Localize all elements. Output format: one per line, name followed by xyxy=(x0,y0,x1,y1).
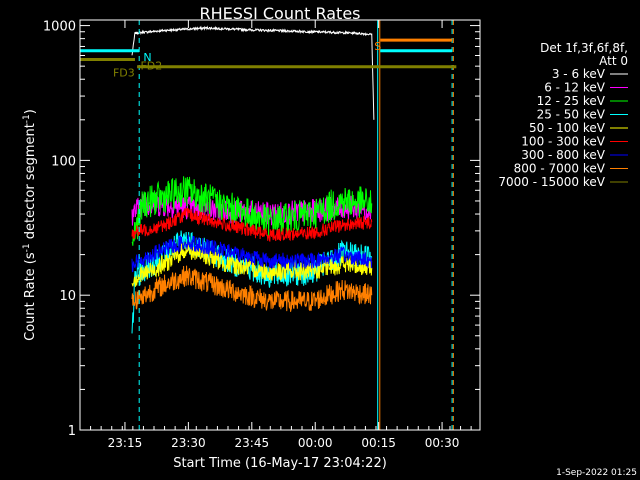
y-tick-label: 100 xyxy=(51,154,76,169)
y-tick-label: 10 xyxy=(59,289,76,304)
x-tick-label: 00:15 xyxy=(361,436,396,450)
marker-label-fd3: FD3 xyxy=(113,67,135,80)
legend-label-25-50-kev: 25 - 50 keV xyxy=(537,108,606,122)
y-axis-label-sup2: -1 xyxy=(22,114,32,123)
legend-label-7000-15000-kev: 7000 - 15000 keV xyxy=(498,175,605,189)
legend-label-12-25-kev: 12 - 25 keV xyxy=(537,94,606,108)
x-axis-label: Start Time (16-May-17 23:04:22) xyxy=(173,456,387,471)
marker-layer: NFD2FD3S xyxy=(79,20,457,430)
series-line-800-7000-kev xyxy=(131,265,373,312)
chart-title: RHESSI Count Rates xyxy=(200,4,361,23)
series-line-300-800-kev xyxy=(131,234,373,273)
x-tick-label: 23:45 xyxy=(235,436,270,450)
legend-label-50-100-kev: 50 - 100 keV xyxy=(529,121,606,135)
x-tick-label: 23:30 xyxy=(171,436,206,450)
x-tick-label: 00:00 xyxy=(298,436,333,450)
plot-frame xyxy=(79,19,481,431)
legend-header-line-1: Det 1f,3f,6f,8f, xyxy=(540,41,628,55)
y-axis-ticks: 1 10 100 1000 xyxy=(43,20,480,439)
legend-label-3-6-kev: 3 - 6 keV xyxy=(552,67,606,81)
series-line-100-300-kev xyxy=(131,208,373,242)
x-tick-label: 00:30 xyxy=(425,436,460,450)
y-axis-label-sup1: -1 xyxy=(22,243,32,252)
y-axis-label: Count Rate (s-1 detector segment-1) xyxy=(22,109,38,341)
y-tick-label: 1 xyxy=(68,424,76,439)
marker-label-s: S xyxy=(374,40,381,53)
series-layer xyxy=(131,25,375,334)
y-axis-label-mid: detector segment xyxy=(23,123,38,243)
legend-label-100-300-kev: 100 - 300 keV xyxy=(521,135,605,149)
legend-label-6-12-kev: 6 - 12 keV xyxy=(544,81,606,95)
legend-header-line-2: Att 0 xyxy=(599,54,628,68)
marker-label-n: N xyxy=(143,51,151,64)
y-axis-label-main: Count Rate (s xyxy=(23,252,38,341)
legend-label-800-7000-kev: 800 - 7000 keV xyxy=(514,162,606,176)
series-line-12-25-kev xyxy=(131,176,373,246)
y-tick-label: 1000 xyxy=(43,20,76,35)
y-axis-label-end: ) xyxy=(23,109,38,114)
x-tick-label: 23:15 xyxy=(108,436,143,450)
legend-label-300-800-kev: 300 - 800 keV xyxy=(521,148,605,162)
x-axis-ticks: 23:15 23:30 23:45 00:00 00:15 00:30 xyxy=(79,20,472,450)
footer-date: 1-Sep-2022 01:25 xyxy=(556,468,637,478)
series-line-3-6-kev xyxy=(131,25,375,120)
